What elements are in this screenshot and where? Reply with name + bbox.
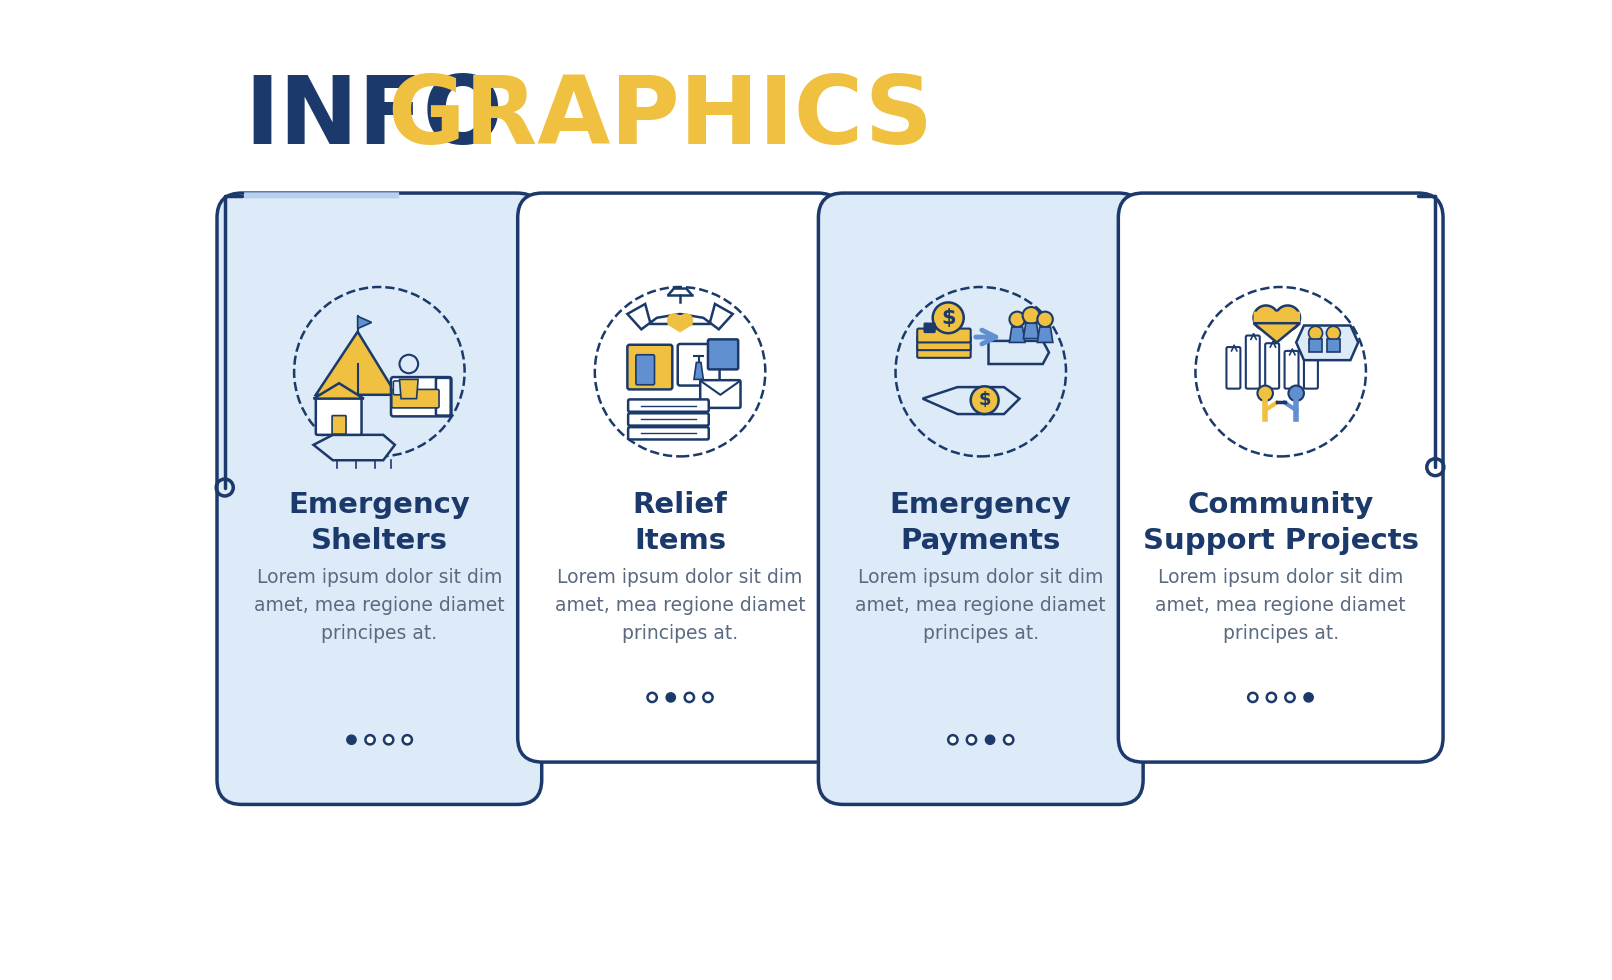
FancyBboxPatch shape bbox=[924, 323, 935, 332]
Polygon shape bbox=[988, 341, 1049, 364]
FancyBboxPatch shape bbox=[1119, 193, 1443, 762]
Circle shape bbox=[1004, 735, 1014, 745]
Circle shape bbox=[1038, 312, 1053, 327]
Circle shape bbox=[1275, 306, 1299, 330]
FancyBboxPatch shape bbox=[1285, 351, 1299, 389]
Text: $: $ bbox=[978, 391, 991, 410]
Polygon shape bbox=[1024, 323, 1038, 339]
FancyBboxPatch shape bbox=[517, 193, 843, 762]
Polygon shape bbox=[627, 304, 733, 329]
Circle shape bbox=[366, 735, 374, 745]
Text: Emergency
Payments: Emergency Payments bbox=[890, 491, 1072, 555]
Polygon shape bbox=[1038, 327, 1053, 342]
FancyBboxPatch shape bbox=[1254, 312, 1299, 325]
FancyBboxPatch shape bbox=[819, 193, 1143, 805]
Text: Community
Support Projects: Community Support Projects bbox=[1143, 491, 1419, 555]
Polygon shape bbox=[313, 435, 395, 461]
FancyBboxPatch shape bbox=[316, 397, 361, 435]
Circle shape bbox=[1022, 307, 1040, 324]
FancyBboxPatch shape bbox=[392, 389, 438, 408]
FancyBboxPatch shape bbox=[917, 344, 970, 358]
Circle shape bbox=[347, 735, 356, 745]
Circle shape bbox=[400, 355, 418, 373]
FancyBboxPatch shape bbox=[629, 414, 709, 425]
Circle shape bbox=[967, 735, 977, 745]
Polygon shape bbox=[316, 331, 397, 395]
Circle shape bbox=[680, 314, 693, 326]
Polygon shape bbox=[695, 363, 703, 379]
FancyBboxPatch shape bbox=[917, 336, 970, 350]
Circle shape bbox=[985, 735, 995, 745]
Circle shape bbox=[648, 693, 656, 702]
Polygon shape bbox=[1296, 325, 1359, 360]
Polygon shape bbox=[922, 387, 1019, 414]
Circle shape bbox=[1267, 693, 1277, 702]
Polygon shape bbox=[1009, 327, 1025, 342]
Circle shape bbox=[1327, 326, 1340, 340]
FancyBboxPatch shape bbox=[677, 344, 719, 385]
Circle shape bbox=[1309, 326, 1322, 340]
Text: Emergency
Shelters: Emergency Shelters bbox=[289, 491, 471, 555]
FancyBboxPatch shape bbox=[629, 400, 709, 412]
Text: INFO: INFO bbox=[243, 72, 503, 164]
Circle shape bbox=[703, 693, 713, 702]
Circle shape bbox=[384, 735, 393, 745]
Polygon shape bbox=[1254, 323, 1299, 342]
FancyBboxPatch shape bbox=[218, 193, 542, 805]
FancyBboxPatch shape bbox=[392, 377, 451, 416]
FancyBboxPatch shape bbox=[1246, 335, 1259, 389]
Text: $: $ bbox=[941, 308, 956, 327]
Polygon shape bbox=[1327, 339, 1340, 353]
FancyBboxPatch shape bbox=[917, 328, 970, 342]
Circle shape bbox=[667, 314, 680, 326]
Text: Lorem ipsum dolor sit dim
amet, mea regione diamet
principes at.: Lorem ipsum dolor sit dim amet, mea regi… bbox=[555, 568, 806, 643]
Circle shape bbox=[1254, 306, 1278, 330]
FancyBboxPatch shape bbox=[243, 192, 400, 198]
FancyBboxPatch shape bbox=[629, 427, 709, 439]
Circle shape bbox=[1288, 385, 1304, 401]
Circle shape bbox=[1009, 312, 1025, 327]
Circle shape bbox=[685, 693, 695, 702]
Text: GRAPHICS: GRAPHICS bbox=[387, 72, 933, 164]
FancyBboxPatch shape bbox=[700, 380, 740, 408]
Polygon shape bbox=[667, 324, 693, 331]
Polygon shape bbox=[358, 317, 372, 328]
Text: Lorem ipsum dolor sit dim
amet, mea regione diamet
principes at.: Lorem ipsum dolor sit dim amet, mea regi… bbox=[856, 568, 1106, 643]
Circle shape bbox=[1304, 693, 1314, 702]
FancyBboxPatch shape bbox=[635, 355, 654, 385]
FancyBboxPatch shape bbox=[1265, 343, 1280, 389]
Text: Lorem ipsum dolor sit dim
amet, mea regione diamet
principes at.: Lorem ipsum dolor sit dim amet, mea regi… bbox=[255, 568, 505, 643]
Circle shape bbox=[1248, 693, 1257, 702]
FancyBboxPatch shape bbox=[435, 378, 451, 416]
FancyBboxPatch shape bbox=[1304, 339, 1319, 389]
Circle shape bbox=[666, 693, 675, 702]
Text: Relief
Items: Relief Items bbox=[632, 491, 727, 555]
Polygon shape bbox=[1309, 339, 1322, 353]
Text: Lorem ipsum dolor sit dim
amet, mea regione diamet
principes at.: Lorem ipsum dolor sit dim amet, mea regi… bbox=[1156, 568, 1406, 643]
FancyBboxPatch shape bbox=[393, 381, 413, 395]
Circle shape bbox=[933, 303, 964, 333]
Polygon shape bbox=[313, 383, 364, 399]
Circle shape bbox=[403, 735, 413, 745]
Polygon shape bbox=[400, 379, 418, 399]
FancyBboxPatch shape bbox=[708, 339, 738, 369]
Circle shape bbox=[970, 386, 998, 414]
Circle shape bbox=[1257, 385, 1273, 401]
Circle shape bbox=[1285, 693, 1294, 702]
FancyBboxPatch shape bbox=[332, 416, 347, 434]
Circle shape bbox=[948, 735, 958, 745]
FancyBboxPatch shape bbox=[627, 345, 672, 389]
FancyBboxPatch shape bbox=[1227, 347, 1240, 389]
